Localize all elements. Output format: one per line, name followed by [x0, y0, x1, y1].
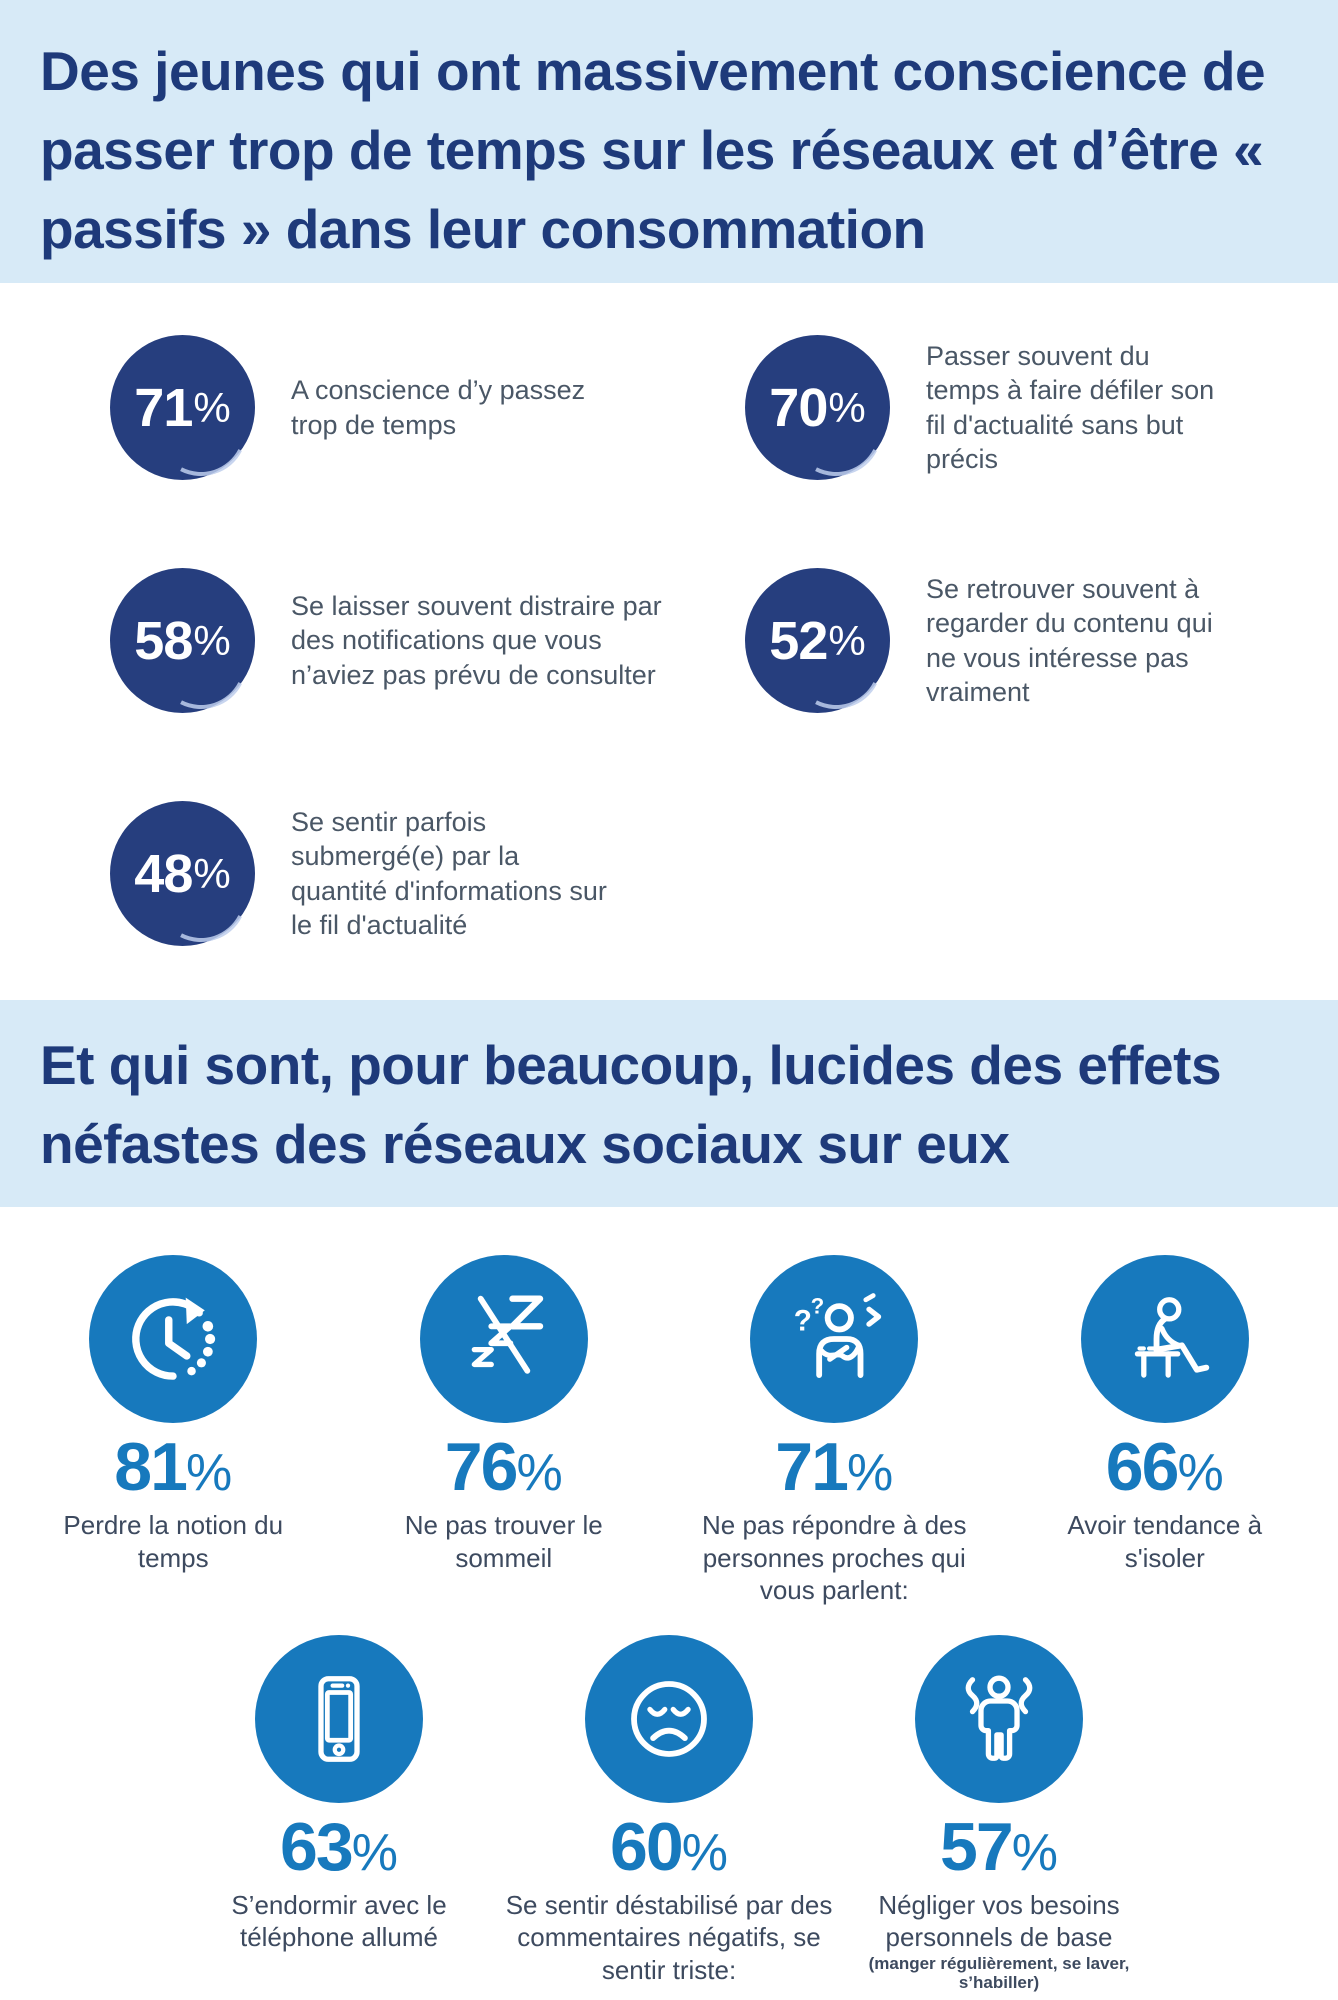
stat-label: Se sentir parfois submergé(e) par la qua… — [291, 807, 607, 940]
effect-circle — [585, 1634, 753, 1803]
stat-value: 71 — [134, 377, 193, 438]
stat-label: A conscience d’y passez trop de temps — [291, 375, 586, 440]
effect-value: 66% — [1106, 1433, 1224, 1501]
smartphone-icon — [318, 1675, 360, 1762]
percent-sign: % — [193, 616, 231, 664]
percent-sign: % — [193, 383, 231, 431]
effect-value: 60% — [610, 1813, 728, 1881]
effect-item-81: 81% Perdre la notion du temps — [8, 1255, 339, 1607]
stat-item-70: 70% Passer souvent du temps à faire défi… — [745, 335, 1338, 488]
effect-item-71: ? ? 71% Ne pas répondre à des personnes … — [669, 1255, 1000, 1607]
effect-value: 57% — [940, 1813, 1058, 1881]
stat-item-58: 58% Se laisser souvent distraire par des… — [110, 568, 745, 721]
isolated-person-icon — [1134, 1297, 1210, 1378]
effect-number: 81 — [114, 1429, 188, 1505]
stat-item-52: 52% Se retrouver souvent à regarder du c… — [745, 568, 1338, 721]
ignored-conversation-icon: ? ? — [794, 1293, 882, 1378]
stat-circle: 52% — [745, 568, 894, 721]
effect-label: Ne pas trouver le sommeil — [404, 1510, 603, 1573]
header-band-1: Des jeunes qui ont massivement conscienc… — [0, 0, 1338, 283]
stat-circle: 48% — [110, 801, 259, 954]
effect-circle — [1080, 1255, 1249, 1423]
stat-circle: 58% — [110, 568, 259, 721]
smelly-person-icon — [965, 1675, 1033, 1761]
effect-circle — [89, 1255, 258, 1423]
stat-circle: 71% — [110, 335, 259, 488]
effect-item-76: 76% Ne pas trouver le sommeil — [339, 1255, 670, 1607]
awareness-stats-section: 71% A conscience d’y passez trop de temp… — [0, 335, 1338, 954]
percent-sign: % — [193, 849, 231, 897]
effect-circle — [255, 1634, 423, 1803]
effects-row-2: 63% S’endormir avec le téléphone allumé … — [0, 1634, 1338, 1993]
effect-label: Se sentir déstabilisé par des commentair… — [505, 1889, 833, 1985]
percent-sign: % — [828, 383, 866, 431]
effect-value: 63% — [280, 1813, 398, 1881]
percent-sign: % — [351, 1823, 398, 1882]
percent-sign: % — [846, 1444, 894, 1502]
stat-circle: 70% — [745, 335, 894, 488]
effect-value: 71% — [775, 1433, 893, 1501]
effect-number: 63 — [280, 1808, 354, 1885]
stat-label: Se retrouver souvent à regarder du conte… — [926, 574, 1213, 707]
effect-number: 71 — [775, 1429, 849, 1505]
section-title: Et qui sont, pour beaucoup, lucides des … — [40, 1034, 1222, 1176]
effect-label: Avoir tendance à s'isoler — [1067, 1510, 1263, 1573]
effects-row-1: 81% Perdre la notion du temps 76% Ne pas… — [0, 1255, 1338, 1607]
no-sleep-icon — [471, 1295, 543, 1374]
stat-item-71: 71% A conscience d’y passez trop de temp… — [110, 335, 745, 488]
sad-face-icon — [631, 1680, 707, 1757]
effect-circle — [915, 1634, 1083, 1803]
percent-sign: % — [681, 1823, 728, 1882]
effect-label: Ne pas répondre à des personnes proches … — [701, 1510, 967, 1605]
effect-item-57: 57% Négliger vos besoins personnels de b… — [834, 1634, 1164, 1993]
percent-sign: % — [185, 1444, 233, 1502]
percent-sign: % — [1177, 1444, 1224, 1502]
svg-text:?: ? — [794, 1305, 812, 1338]
percent-sign: % — [1011, 1823, 1058, 1882]
effect-circle: ? ? — [750, 1255, 919, 1423]
stat-item-48: 48% Se sentir parfois submergé(e) par la… — [110, 801, 745, 954]
effect-item-66: 66% Avoir tendance à s'isoler — [1000, 1255, 1331, 1607]
effect-circle — [419, 1255, 588, 1423]
effect-item-60: 60% Se sentir déstabilisé par des commen… — [504, 1634, 834, 1993]
svg-text:?: ? — [811, 1294, 825, 1319]
effect-item-63: 63% S’endormir avec le téléphone allumé — [174, 1634, 504, 1993]
effect-number: 57 — [940, 1808, 1014, 1885]
effect-label: Perdre la notion du temps — [63, 1510, 284, 1573]
effect-number: 76 — [444, 1429, 519, 1505]
percent-sign: % — [828, 616, 866, 664]
effect-sublabel: (manger régulièrement, se laver, s’habil… — [868, 1953, 1130, 1993]
stat-label: Passer souvent du temps à faire défiler … — [926, 341, 1215, 474]
effect-number: 60 — [610, 1808, 684, 1885]
effect-number: 66 — [1105, 1429, 1180, 1505]
stat-value: 58 — [134, 610, 193, 671]
percent-sign: % — [516, 1444, 563, 1502]
clock-history-icon — [132, 1297, 216, 1380]
page-title: Des jeunes qui ont massivement conscienc… — [40, 40, 1266, 261]
stat-label: Se laisser souvent distraire par des not… — [291, 591, 662, 690]
effect-label: S’endormir avec le téléphone allumé — [231, 1889, 447, 1953]
stat-value: 48 — [134, 843, 193, 904]
stat-value: 70 — [769, 377, 828, 438]
effect-label: Négliger vos besoins personnels de base — [878, 1889, 1120, 1953]
header-band-2: Et qui sont, pour beaucoup, lucides des … — [0, 1000, 1338, 1207]
effect-value: 76% — [445, 1433, 563, 1501]
effect-value: 81% — [114, 1433, 232, 1501]
stat-value: 52 — [769, 610, 828, 671]
